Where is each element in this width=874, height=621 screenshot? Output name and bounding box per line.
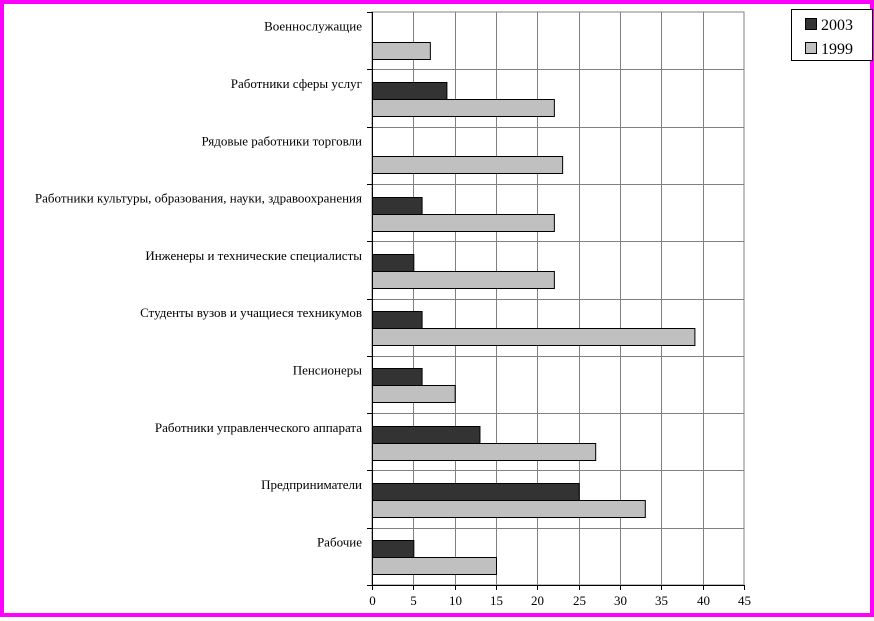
category-label: Предприниматели	[261, 477, 362, 492]
category-label: Студенты вузов и учащиеся техникумов	[140, 305, 362, 320]
bar-1999-7	[372, 443, 597, 461]
bar-2003-1	[372, 82, 448, 100]
category-label: Пенсионеры	[293, 362, 363, 377]
x-tick-label: 25	[573, 593, 586, 608]
bar-1999-3	[372, 214, 555, 232]
legend-swatch-1999	[805, 42, 817, 54]
bar-1999-4	[372, 271, 555, 289]
bar-chart: Военнослужащие Работники сферы услуг Рядов…	[35, 9, 873, 608]
bar-1999-9	[372, 557, 497, 575]
legend-swatch-2003	[805, 18, 817, 30]
bars	[372, 42, 696, 575]
bar-2003-5	[372, 311, 423, 329]
bar-2003-7	[372, 426, 481, 444]
bar-1999-6	[372, 385, 456, 403]
x-tick-label: 40	[697, 593, 710, 608]
tick-labels: 0 5 10 15 20 25 30 35 40 45	[369, 593, 751, 608]
category-label: Рядовые работники торговли	[202, 133, 363, 148]
category-label: Военнослужащие	[264, 19, 362, 34]
bar-1999-8	[372, 500, 646, 518]
x-tick-label: 20	[531, 593, 544, 608]
axes	[367, 12, 745, 590]
legend-label-2003: 2003	[821, 17, 853, 34]
bar-2003-9	[372, 540, 415, 558]
x-tick-label: 45	[738, 593, 751, 608]
category-label: Работники управленческого аппарата	[155, 420, 362, 435]
category-labels: Военнослужащие Работники сферы услуг Рядов…	[35, 19, 362, 550]
x-tick-label: 15	[490, 593, 503, 608]
bar-1999-0	[372, 42, 431, 60]
x-tick-label: 0	[369, 593, 376, 608]
bar-1999-5	[372, 328, 696, 346]
bar-1999-1	[372, 99, 555, 117]
x-tick-label: 35	[655, 593, 668, 608]
x-tick-label: 30	[614, 593, 627, 608]
legend-label-1999: 1999	[821, 41, 853, 58]
bar-2003-8	[372, 483, 580, 501]
bar-2003-3	[372, 197, 423, 215]
bar-2003-4	[372, 254, 415, 272]
bar-2003-6	[372, 368, 423, 386]
x-tick-label: 10	[449, 593, 462, 608]
category-label: Работники сферы услуг	[231, 76, 362, 91]
category-label: Инженеры и технические специалисты	[145, 248, 362, 263]
bar-1999-2	[372, 156, 564, 174]
category-label: Работники культуры, образования, науки, …	[35, 191, 362, 206]
legend: 2003 1999	[791, 9, 873, 61]
x-tick-label: 5	[410, 593, 417, 608]
category-label: Рабочие	[317, 534, 362, 549]
